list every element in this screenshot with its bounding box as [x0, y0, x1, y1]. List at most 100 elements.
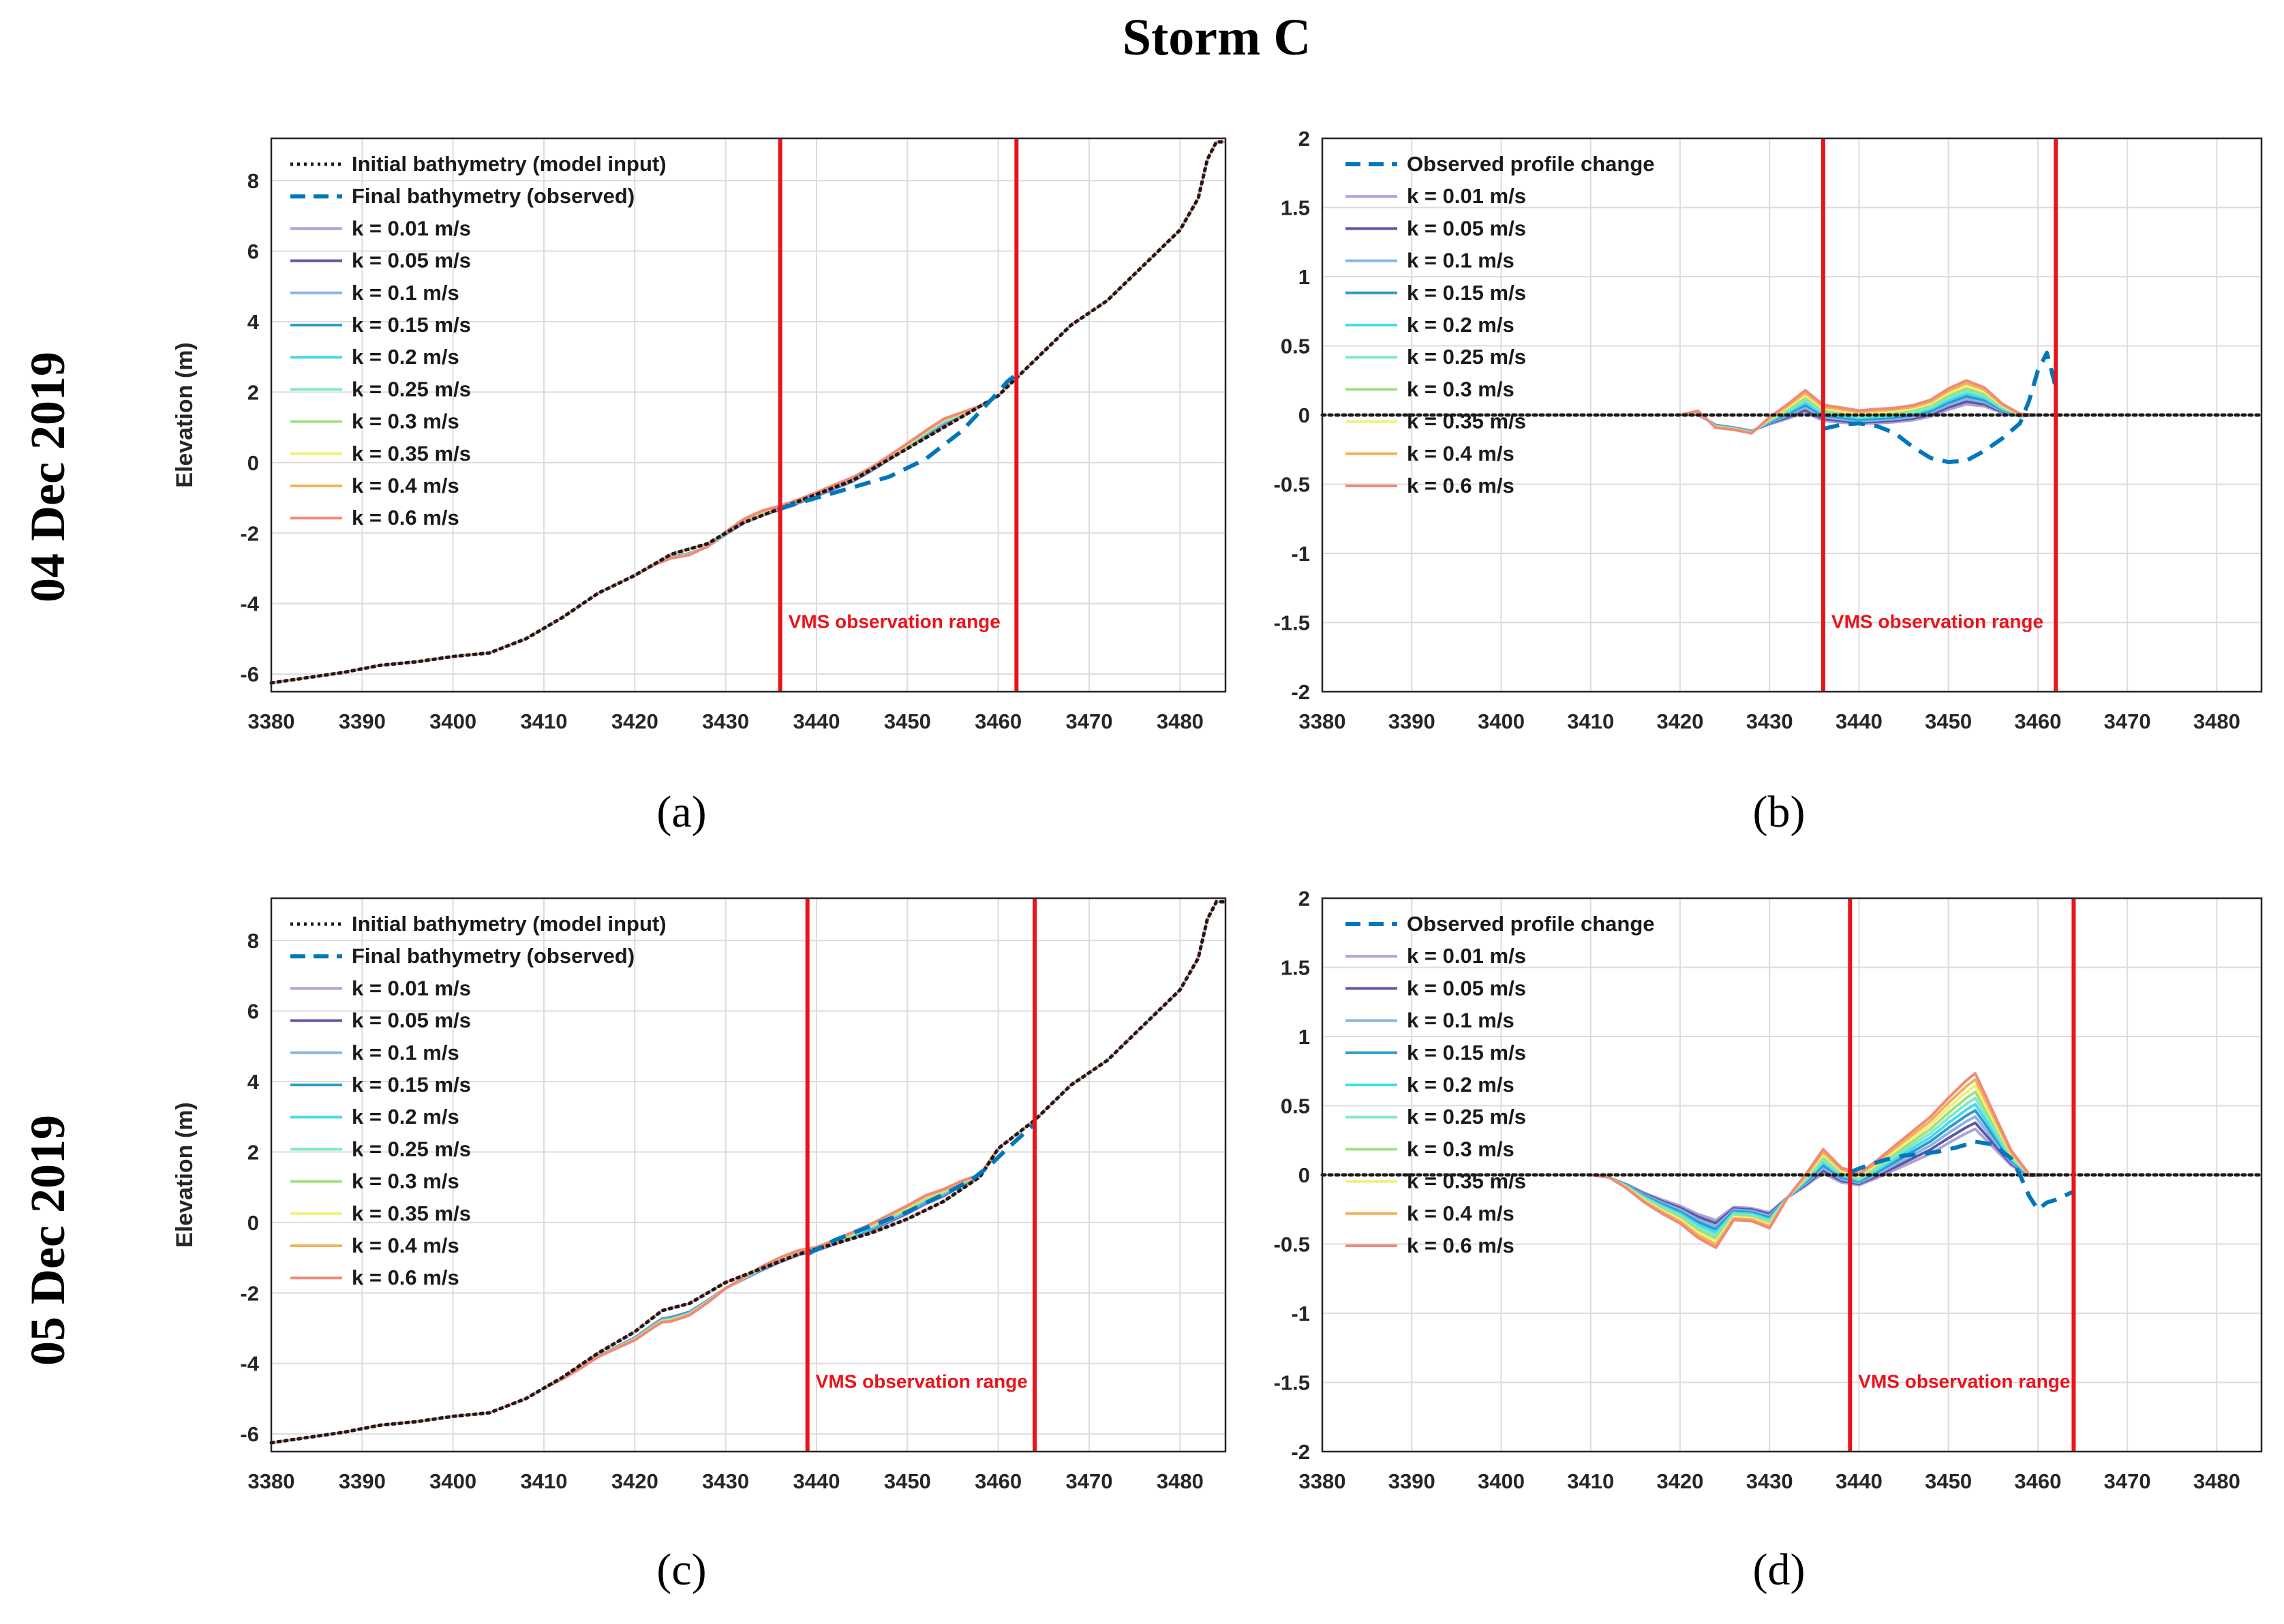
vms-range-label: VMS observation range [789, 611, 1001, 632]
x-tick-label: 3420 [611, 1469, 658, 1493]
legend-label-6: k = 0.25 m/s [1407, 1105, 1526, 1129]
y-tick-label: 1 [1298, 265, 1310, 289]
x-tick-label: 3400 [429, 709, 476, 733]
legend-label-10: k = 0.4 m/s [352, 1234, 459, 1257]
legend-label-7: k = 0.3 m/s [1407, 1137, 1514, 1161]
x-tick-label: 3440 [1836, 709, 1883, 733]
legend-label-0: Observed profile change [1407, 912, 1655, 936]
y-tick-label: -4 [240, 592, 259, 616]
x-tick-label: 3450 [1925, 1469, 1972, 1493]
initial-bathymetry-line [269, 140, 1228, 685]
legend-label-1: Final bathymetry (observed) [352, 944, 635, 968]
panel-label-a: (a) [656, 787, 706, 837]
y-tick-label: -0.5 [1274, 473, 1310, 497]
legend-label-6: k = 0.2 m/s [352, 1105, 459, 1129]
panel-label-c: (c) [656, 1545, 706, 1595]
y-tick-label: -4 [240, 1352, 259, 1376]
model-series-line-2 [1590, 1115, 2047, 1228]
legend-label-9: k = 0.4 m/s [1407, 1201, 1514, 1225]
x-tick-label: 3480 [1157, 1469, 1204, 1493]
x-tick-label: 3470 [2104, 1469, 2151, 1493]
y-tick-label: 6 [247, 240, 259, 264]
x-tick-label: 3460 [2014, 709, 2061, 733]
legend-label-1: k = 0.01 m/s [1407, 944, 1526, 968]
panel-label-b: (b) [1753, 787, 1806, 837]
x-tick-label: 3390 [339, 709, 386, 733]
y-tick-label: -6 [240, 1422, 259, 1446]
legend-label-3: k = 0.05 m/s [352, 249, 471, 273]
x-tick-label: 3460 [975, 1469, 1022, 1493]
model-series-line-9 [1679, 379, 2039, 435]
x-tick-label: 3380 [1299, 709, 1346, 733]
x-tick-label: 3410 [521, 709, 568, 733]
y-tick-label: 2 [247, 380, 259, 404]
x-tick-label: 3480 [2193, 1469, 2240, 1493]
x-tick-label: 3470 [1066, 709, 1113, 733]
x-tick-label: 3410 [1567, 709, 1614, 733]
y-tick-label: -2 [240, 1281, 259, 1305]
panel-c-elevation-chart: 3380 3390 3400 3410 3420 3430 3440 3450 3460 3470… [172, 897, 1228, 1493]
panel-label-d: (d) [1753, 1545, 1806, 1595]
observed-line [806, 1122, 1037, 1257]
model-series-line-5 [1590, 1097, 2047, 1237]
observed-line [1823, 350, 2058, 465]
x-tick-label: 3390 [1388, 1469, 1435, 1493]
y-axis-label: Elevation (m) [172, 1102, 198, 1247]
legend-label-3: k = 0.05 m/s [352, 1009, 471, 1032]
x-tick-label: 3480 [2193, 709, 2240, 733]
x-tick-label: 3430 [702, 1469, 749, 1493]
legend-label-4: k = 0.1 m/s [352, 281, 459, 305]
legend-label-4: k = 0.1 m/s [352, 1041, 459, 1064]
legend-label-7: k = 0.25 m/s [352, 377, 471, 401]
x-tick-label: 3460 [975, 709, 1022, 733]
legend-label-3: k = 0.1 m/s [1407, 249, 1514, 273]
plot-frame [270, 137, 1227, 693]
y-tick-label: 0 [1298, 1163, 1310, 1187]
legend-label-9: k = 0.35 m/s [352, 442, 471, 465]
legend-label-2: k = 0.05 m/s [1407, 216, 1526, 240]
figure-title: Storm C [1123, 9, 1311, 66]
x-tick-label: 3420 [1656, 709, 1703, 733]
x-tick-label: 3410 [521, 1469, 568, 1493]
x-tick-label: 3480 [1157, 709, 1204, 733]
panel-a-elevation-chart: 3380 3390 3400 3410 3420 3430 3440 3450 3460 3470… [172, 137, 1228, 733]
y-tick-label: -1.5 [1274, 1371, 1310, 1395]
y-tick-label: -2 [1291, 680, 1310, 704]
y-tick-label: 1.5 [1281, 196, 1310, 220]
y-tick-label: 0.5 [1281, 335, 1310, 358]
y-tick-label: -2 [1291, 1440, 1310, 1464]
legend-label-0: Observed profile change [1407, 152, 1655, 176]
x-tick-label: 3400 [1478, 709, 1525, 733]
y-tick-label: 0 [247, 1211, 259, 1235]
legend-label-5: k = 0.2 m/s [1407, 1073, 1514, 1097]
legend-label-10: k = 0.4 m/s [352, 474, 459, 497]
x-tick-label: 3410 [1567, 1469, 1614, 1493]
y-tick-label: 8 [247, 169, 259, 193]
y-tick-label: 4 [247, 1070, 260, 1094]
x-tick-label: 3440 [1836, 1469, 1883, 1493]
model-series-line-3 [1590, 1109, 2047, 1231]
y-tick-label: 2 [1298, 127, 1310, 151]
model-series-line-0 [1590, 1127, 2047, 1222]
legend-label-11: k = 0.6 m/s [352, 1266, 459, 1289]
y-tick-label: 1.5 [1281, 956, 1310, 980]
row-label-1: 04 Dec 2019 [20, 352, 75, 602]
x-tick-label: 3430 [702, 709, 749, 733]
legend-label-11: k = 0.6 m/s [352, 506, 459, 530]
x-tick-label: 3450 [884, 1469, 931, 1493]
vms-range-label: VMS observation range [1831, 611, 2043, 632]
panel-d-change-chart: 3380 3390 3400 3410 3420 3430 3440 3450 3460 3470… [1274, 887, 2264, 1493]
legend-label-10: k = 0.6 m/s [1407, 474, 1514, 497]
vms-range-label: VMS observation range [1858, 1371, 2070, 1392]
y-tick-label: 6 [247, 1000, 259, 1024]
model-series-line-4 [1590, 1103, 2047, 1234]
legend-label-2: k = 0.05 m/s [1407, 976, 1526, 1000]
legend-label-6: k = 0.2 m/s [352, 345, 459, 369]
x-tick-label: 3430 [1746, 1469, 1793, 1493]
legend-label-0: Initial bathymetry (model input) [352, 912, 667, 936]
y-tick-label: 0 [247, 451, 259, 475]
legend-label-9: k = 0.4 m/s [1407, 442, 1514, 465]
legend-label-4: k = 0.15 m/s [1407, 1041, 1526, 1064]
x-tick-label: 3460 [2014, 1469, 2061, 1493]
plot-area [271, 898, 1225, 1452]
